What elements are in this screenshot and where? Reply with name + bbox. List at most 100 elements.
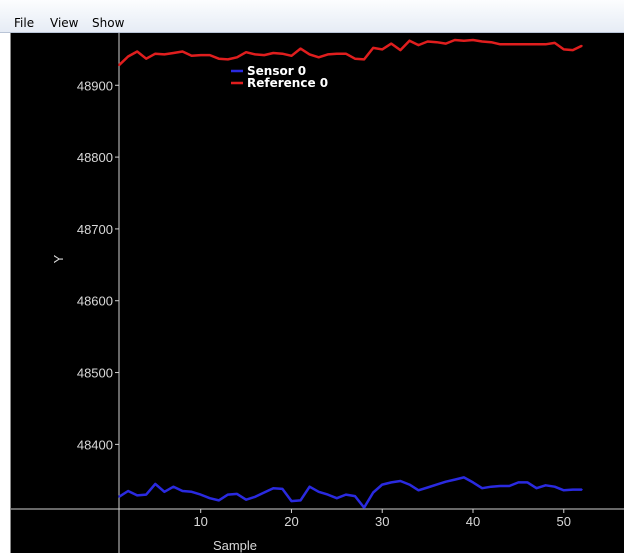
data-point xyxy=(454,39,456,41)
legend-label: Sensor 0 xyxy=(247,64,306,78)
data-point xyxy=(227,493,229,496)
data-point xyxy=(127,55,129,58)
data-point xyxy=(181,490,184,492)
data-point xyxy=(145,57,147,60)
data-point xyxy=(227,58,229,61)
data-point xyxy=(136,50,138,53)
data-point xyxy=(517,481,520,484)
x-tick-label: 30 xyxy=(375,514,389,529)
menu-file[interactable]: File xyxy=(14,16,35,30)
data-point xyxy=(445,480,447,483)
data-point xyxy=(535,43,538,46)
data-point xyxy=(417,44,420,46)
y-tick-label: 48400 xyxy=(77,437,113,452)
data-point xyxy=(317,491,320,493)
menu-bar: File View Show xyxy=(0,0,624,33)
data-point xyxy=(317,56,320,59)
data-point xyxy=(390,42,393,45)
data-point xyxy=(544,43,547,46)
plot-area: 48400 48500 48600 48700 48800 48900 10 20 30 40 50… xyxy=(10,33,624,553)
data-point xyxy=(263,491,265,494)
data-point xyxy=(172,485,175,488)
data-point xyxy=(181,50,184,53)
data-point xyxy=(563,48,565,51)
data-point xyxy=(426,486,429,489)
data-point xyxy=(154,483,157,485)
data-point xyxy=(327,53,329,56)
data-point xyxy=(254,496,256,498)
data-point xyxy=(399,480,402,482)
data-point xyxy=(490,485,493,488)
data-point xyxy=(199,493,202,496)
data-point xyxy=(363,58,365,61)
data-point xyxy=(508,43,511,46)
data-point xyxy=(390,481,393,484)
data-point xyxy=(417,489,420,492)
data-point xyxy=(336,52,338,55)
data-point xyxy=(472,39,474,41)
series-line-sensor xyxy=(118,476,582,509)
data-point xyxy=(281,52,284,55)
y-tick-label: 48700 xyxy=(77,222,113,237)
data-point xyxy=(299,499,302,502)
data-point xyxy=(526,43,529,46)
data-point xyxy=(499,43,502,46)
data-point xyxy=(381,48,384,51)
y-tick-label: 48600 xyxy=(77,294,113,309)
data-point xyxy=(517,43,520,46)
data-point xyxy=(363,506,365,509)
data-point xyxy=(308,485,311,488)
data-point xyxy=(290,500,293,502)
data-point xyxy=(218,57,220,60)
data-point xyxy=(254,53,256,56)
data-point xyxy=(463,476,465,479)
y-tick-label: 48500 xyxy=(77,366,113,381)
data-point xyxy=(345,493,347,496)
data-point xyxy=(281,488,284,490)
data-point xyxy=(472,481,474,484)
data-point xyxy=(336,497,338,500)
data-point xyxy=(145,493,147,496)
data-point xyxy=(572,49,574,51)
data-point xyxy=(499,485,502,487)
data-point xyxy=(372,491,375,494)
data-point xyxy=(236,493,238,495)
data-point xyxy=(136,494,138,497)
data-point xyxy=(553,485,556,488)
data-point xyxy=(372,47,375,49)
line-chart: 48400 48500 48600 48700 48800 48900 10 20 30 40 50… xyxy=(11,33,624,553)
data-point xyxy=(236,56,238,59)
x-tick-label: 50 xyxy=(557,514,571,529)
y-tick-label: 48800 xyxy=(77,150,113,165)
data-point xyxy=(118,496,120,498)
legend-label: Reference 0 xyxy=(247,76,328,90)
x-tick-label: 20 xyxy=(284,514,298,529)
menu-show[interactable]: Show xyxy=(92,16,125,30)
y-axis-label: Y xyxy=(51,254,66,263)
data-point xyxy=(572,488,574,491)
x-tick-label: 40 xyxy=(466,514,480,529)
data-point xyxy=(245,51,247,53)
data-point xyxy=(127,490,129,492)
data-point xyxy=(526,481,529,484)
data-point xyxy=(435,41,438,43)
data-point xyxy=(118,64,120,66)
data-point xyxy=(345,52,347,55)
data-point xyxy=(553,42,556,44)
data-point xyxy=(199,54,202,56)
data-point xyxy=(290,55,293,57)
data-point xyxy=(408,39,411,42)
data-point xyxy=(172,52,175,54)
y-tick-label: 48900 xyxy=(77,78,113,93)
data-point xyxy=(209,54,211,56)
data-point xyxy=(544,484,547,487)
data-point xyxy=(408,483,411,486)
data-point xyxy=(445,42,447,45)
data-point xyxy=(581,488,583,491)
data-point xyxy=(263,54,265,56)
data-point xyxy=(272,487,275,490)
data-point xyxy=(272,52,275,54)
data-point xyxy=(581,45,583,47)
menu-view[interactable]: View xyxy=(50,16,79,30)
data-point xyxy=(354,57,356,60)
